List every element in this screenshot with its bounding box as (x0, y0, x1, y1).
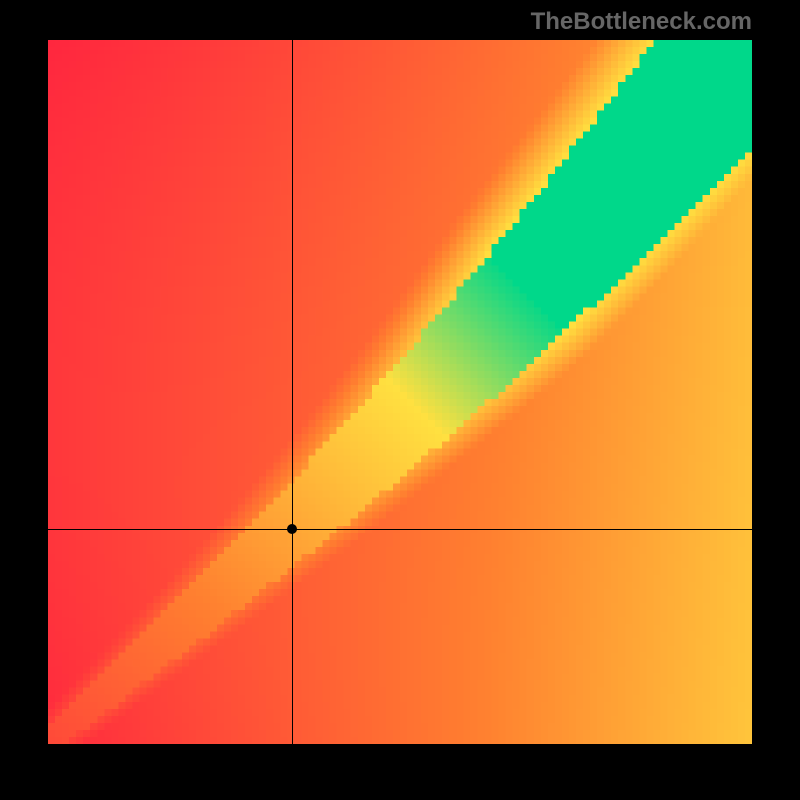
heatmap-canvas (48, 40, 752, 744)
watermark-text: TheBottleneck.com (531, 8, 752, 36)
crosshair-point (287, 524, 297, 534)
heatmap-plot (48, 40, 752, 744)
crosshair-horizontal (48, 529, 752, 530)
crosshair-vertical (292, 40, 293, 744)
